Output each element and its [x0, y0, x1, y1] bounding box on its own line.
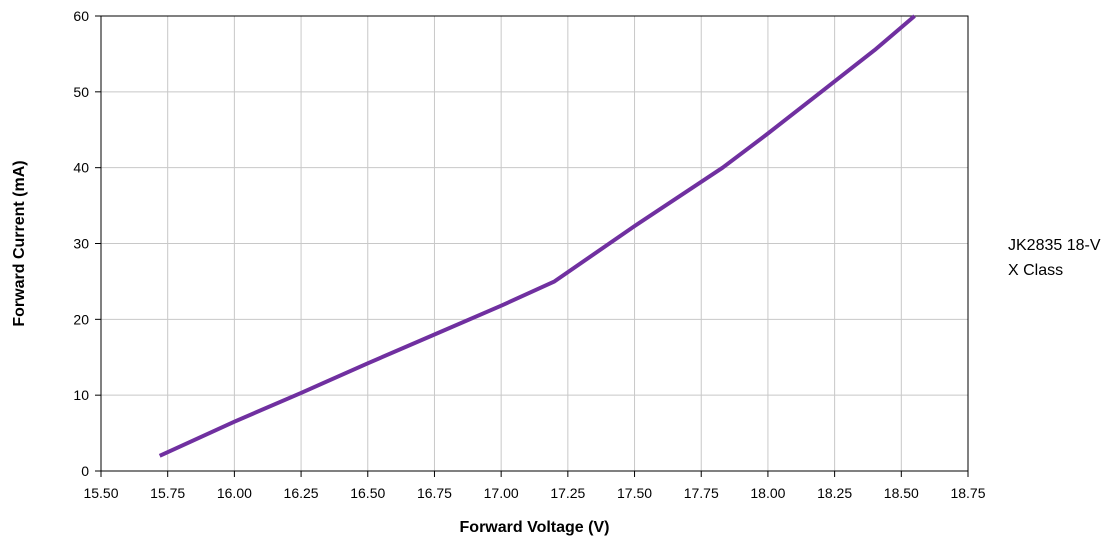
y-tick-label: 0 — [81, 463, 89, 479]
x-tick-label: 16.75 — [417, 485, 452, 501]
y-tick-label: 30 — [73, 236, 89, 252]
x-tick-label: 18.75 — [950, 485, 985, 501]
x-tick-label: 16.50 — [350, 485, 385, 501]
x-axis-ticks: 15.50 15.75 16.00 16.25 16.50 16.75 17.00 17.25… — [83, 471, 986, 501]
x-tick-label: 17.50 — [617, 485, 652, 501]
series-line-0 — [158, 14, 916, 458]
x-tick-label: 18.50 — [884, 485, 919, 501]
chart-grid — [100, 15, 969, 472]
y-axis-ticks: 0 10 20 30 40 50 60 — [73, 8, 101, 479]
y-tick-label: 40 — [73, 160, 89, 176]
x-tick-label: 17.75 — [684, 485, 719, 501]
x-tick-label: 15.75 — [150, 485, 185, 501]
series-layer — [158, 14, 916, 458]
x-tick-label: 16.25 — [284, 485, 319, 501]
x-tick-label: 16.00 — [217, 485, 252, 501]
y-axis-title: Forward Current (mA) — [11, 160, 28, 326]
x-tick-label: 17.00 — [484, 485, 519, 501]
legend-entry-line-2: X Class — [1008, 262, 1063, 279]
y-tick-label: 60 — [73, 8, 89, 24]
x-tick-label: 18.00 — [750, 485, 785, 501]
x-axis-title: Forward Voltage (V) — [460, 519, 610, 536]
y-tick-label: 10 — [73, 387, 89, 403]
x-tick-label: 17.25 — [550, 485, 585, 501]
y-tick-label: 20 — [73, 311, 89, 327]
x-tick-label: 15.50 — [83, 485, 118, 501]
y-tick-label: 50 — [73, 84, 89, 100]
legend-entry-line-1: JK2835 18-V — [1008, 237, 1101, 254]
x-tick-label: 18.25 — [817, 485, 852, 501]
